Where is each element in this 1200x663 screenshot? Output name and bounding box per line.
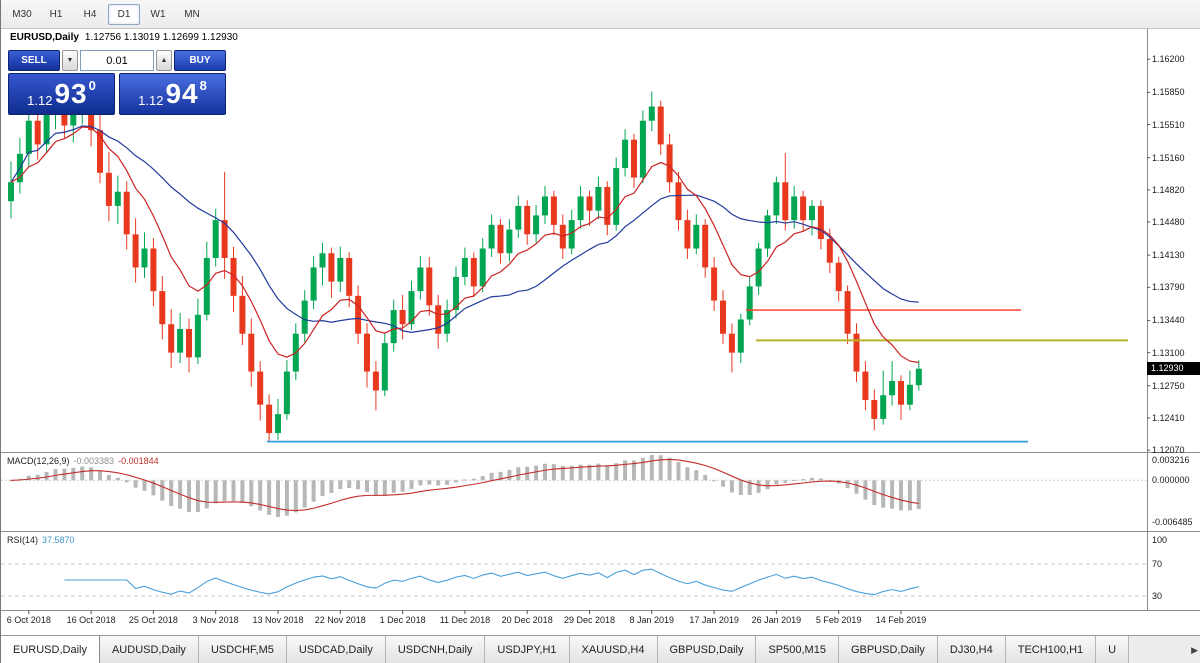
chart-tab-XAUUSD-H4[interactable]: XAUUSD,H4 — [569, 636, 658, 663]
ask-price-tile[interactable]: 1.12 94 8 — [119, 73, 226, 115]
chart-ohlc-header: EURUSD,Daily 1.12756 1.13019 1.12699 1.12… — [10, 32, 238, 43]
chart-tab-U[interactable]: U — [1096, 636, 1130, 663]
chart-plot-area[interactable] — [1, 28, 1147, 610]
bid-price-big: 93 — [54, 78, 88, 109]
lot-size-input[interactable]: 0.01 — [80, 50, 154, 71]
one-click-trading-panel: SELL ▼ 0.01 ▲ BUY 1.12 93 0 1.12 94 8 — [8, 50, 226, 115]
timeframe-button-D1[interactable]: D1 — [108, 3, 140, 25]
ask-price-big: 94 — [165, 78, 199, 109]
chart-tab-GBPUSD-Daily[interactable]: GBPUSD,Daily — [657, 636, 757, 663]
chevron-up-icon: ▲ — [160, 57, 168, 64]
symbol-period-label: EURUSD,Daily — [10, 32, 79, 43]
date-axis[interactable] — [1, 610, 1147, 636]
lot-increase-button[interactable]: ▲ — [156, 50, 172, 71]
chart-tab-AUDUSD-Daily[interactable]: AUDUSD,Daily — [99, 636, 199, 663]
rsi-value: 37.5870 — [42, 535, 75, 545]
chart-tab-SP500-M15[interactable]: SP500,M15 — [756, 636, 839, 663]
price-axis[interactable] — [1147, 28, 1200, 610]
rsi-title: RSI(14) — [7, 535, 39, 545]
bid-price-pipette: 0 — [88, 78, 96, 93]
macd-title: MACD(12,26,9) — [7, 456, 70, 466]
chart-tab-USDCAD-Daily[interactable]: USDCAD,Daily — [286, 636, 386, 663]
chart-tab-EURUSD-Daily[interactable]: EURUSD,Daily — [1, 636, 100, 663]
chart-tab-USDJPY-H1[interactable]: USDJPY,H1 — [485, 636, 570, 663]
macd-signal-value: -0.001844 — [118, 456, 159, 466]
lot-decrease-button[interactable]: ▼ — [62, 50, 78, 71]
tab-scroll-right-button[interactable]: ▶ — [1191, 645, 1198, 655]
timeframe-toolbar: M30 H1 H4 D1 W1 MN — [1, 0, 1200, 29]
macd-indicator-label: MACD(12,26,9) -0.003383 -0.001844 — [7, 456, 159, 466]
chart-tab-USDCHF-M5[interactable]: USDCHF,M5 — [198, 636, 287, 663]
chart-tab-bar: EURUSD,Daily AUDUSD,Daily USDCHF,M5 USDCAD,… — [1, 635, 1200, 663]
bid-price-prefix: 1.12 — [27, 93, 53, 108]
ask-price-pipette: 8 — [199, 78, 207, 93]
timeframe-button-group: M30 H1 H4 D1 W1 MN — [6, 3, 208, 25]
chevron-down-icon: ▼ — [66, 57, 74, 64]
current-price-tag: 1.12930 — [1147, 361, 1200, 375]
chart-tab-GBPUSD-Daily[interactable]: GBPUSD,Daily — [838, 636, 938, 663]
ask-price-prefix: 1.12 — [138, 93, 164, 108]
timeframe-button-H4[interactable]: H4 — [83, 8, 97, 20]
chart-tab-TECH100-H1[interactable]: TECH100,H1 — [1005, 636, 1097, 663]
chart-tab-DJ30-H4[interactable]: DJ30,H4 — [937, 636, 1006, 663]
timeframe-button-H1[interactable]: H1 — [49, 8, 63, 20]
timeframe-button-MN[interactable]: MN — [184, 8, 200, 20]
timeframe-button-M30[interactable]: M30 — [12, 8, 32, 20]
buy-button[interactable]: BUY — [174, 50, 226, 71]
rsi-indicator-label: RSI(14) 37.5870 — [7, 535, 75, 545]
sell-button[interactable]: SELL — [8, 50, 60, 71]
ohlc-values: 1.12756 1.13019 1.12699 1.12930 — [84, 32, 238, 43]
chart-tab-USDCNH-Daily[interactable]: USDCNH,Daily — [385, 636, 486, 663]
bid-price-tile[interactable]: 1.12 93 0 — [8, 73, 115, 115]
timeframe-button-W1[interactable]: W1 — [150, 8, 166, 20]
macd-main-value: -0.003383 — [73, 456, 115, 466]
